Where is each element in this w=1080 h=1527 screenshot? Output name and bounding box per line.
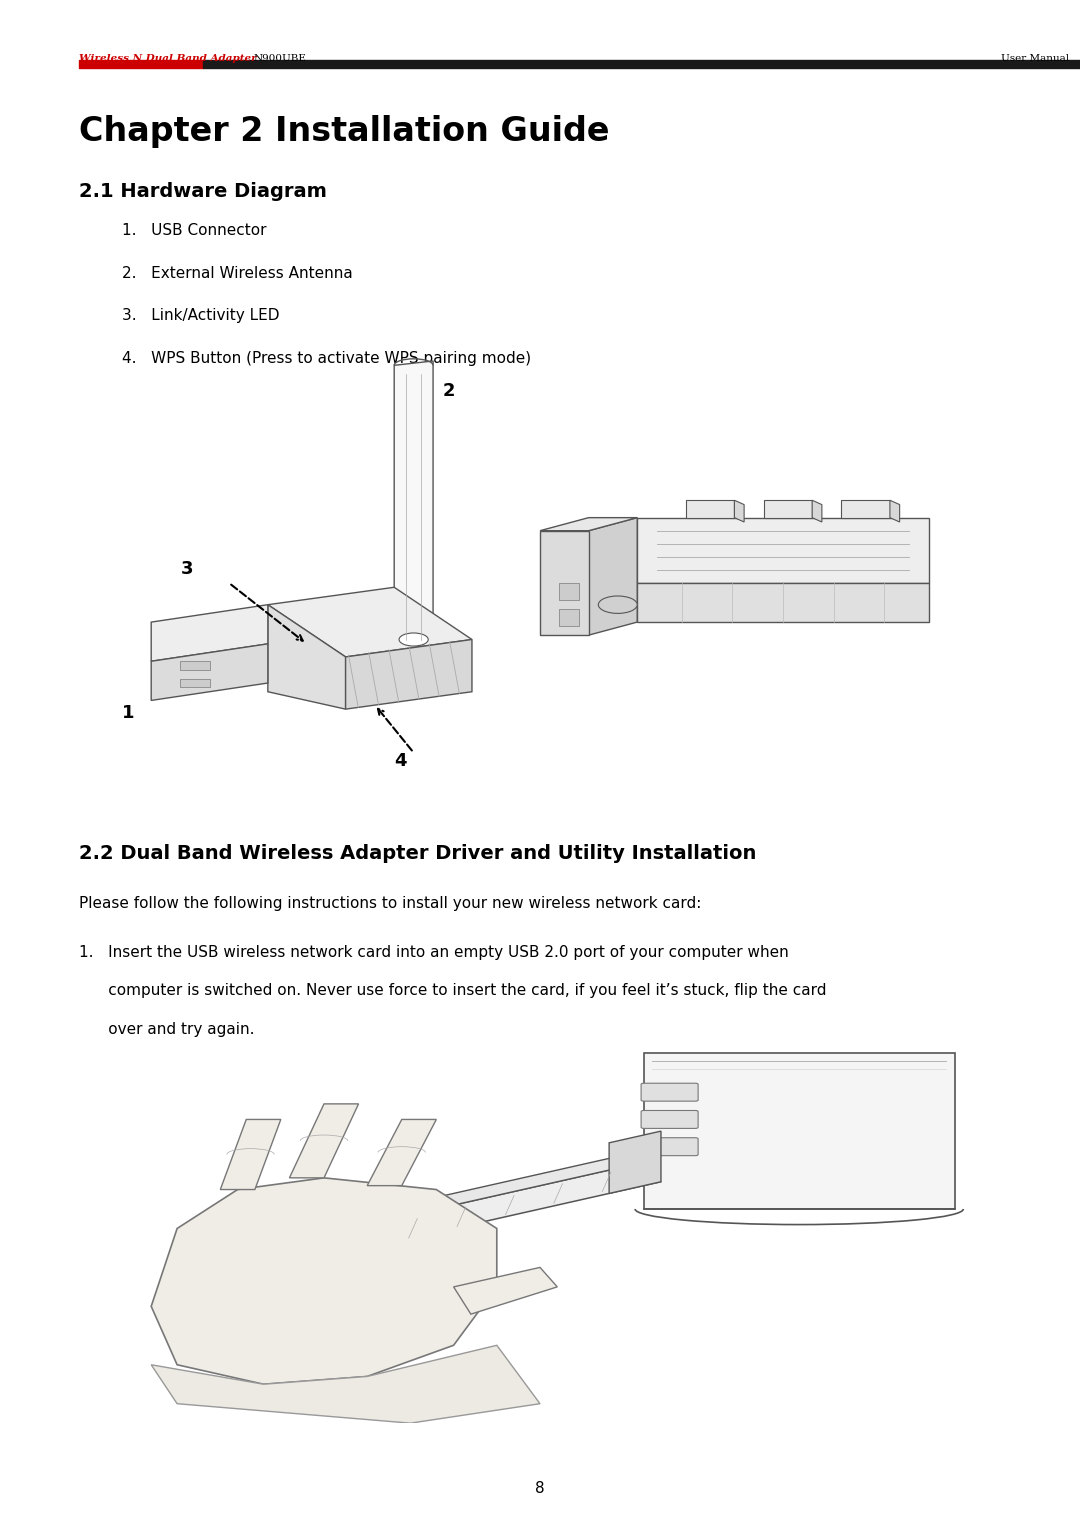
Bar [180,678,210,687]
Polygon shape [812,501,822,522]
Text: 1.   Insert the USB wireless network card into an empty USB 2.0 port of your com: 1. Insert the USB wireless network card … [79,945,788,960]
Text: User Manual: User Manual [1001,55,1069,63]
Polygon shape [151,1345,540,1423]
Text: 1.   USB Connector: 1. USB Connector [122,223,267,238]
Polygon shape [394,360,433,640]
Text: 2: 2 [443,382,456,400]
Bar [79,60,203,67]
Circle shape [598,596,637,614]
Polygon shape [686,501,734,518]
Polygon shape [220,1119,281,1190]
Polygon shape [454,1267,557,1315]
Polygon shape [268,588,472,657]
Polygon shape [289,1104,359,1177]
Text: over and try again.: over and try again. [79,1022,255,1037]
Text: Chapter 2 Installation Guide: Chapter 2 Installation Guide [79,115,609,148]
Bar [559,583,579,600]
Circle shape [400,634,428,646]
Polygon shape [540,531,589,635]
Text: 4.   WPS Button (Press to activate WPS pairing mode): 4. WPS Button (Press to activate WPS pai… [122,351,531,366]
Text: 3.   Link/Activity LED: 3. Link/Activity LED [122,308,280,324]
Text: 2.2 Dual Band Wireless Adapter Driver and Utility Installation: 2.2 Dual Band Wireless Adapter Driver an… [79,844,756,863]
Polygon shape [151,605,268,661]
FancyBboxPatch shape [642,1110,698,1128]
Text: computer is switched on. Never use force to insert the card, if you feel it’s st: computer is switched on. Never use force… [79,983,826,999]
Polygon shape [637,583,929,621]
Polygon shape [841,501,890,518]
Polygon shape [890,501,900,522]
Text: 2.   External Wireless Antenna: 2. External Wireless Antenna [122,266,353,281]
Polygon shape [151,1177,497,1383]
FancyBboxPatch shape [642,1138,698,1156]
Polygon shape [734,501,744,522]
Text: N900UBE: N900UBE [254,55,307,63]
Polygon shape [350,1151,644,1228]
Polygon shape [346,640,472,709]
Polygon shape [609,1132,661,1194]
Polygon shape [268,605,346,709]
Polygon shape [589,518,637,635]
Polygon shape [637,518,929,583]
Polygon shape [151,644,268,701]
Text: 4: 4 [394,751,407,770]
Text: 1: 1 [122,704,135,722]
Bar [203,60,1080,67]
Text: Please follow the following instructions to install your new wireless network ca: Please follow the following instructions… [79,896,701,912]
Polygon shape [367,1119,436,1185]
FancyBboxPatch shape [642,1083,698,1101]
Text: 3: 3 [180,560,193,579]
Text: Wireless N Dual Band Adapter: Wireless N Dual Band Adapter [79,55,256,63]
Polygon shape [644,1054,955,1209]
Text: 8: 8 [536,1481,544,1496]
Text: 2.1 Hardware Diagram: 2.1 Hardware Diagram [79,182,327,200]
Polygon shape [540,518,637,531]
Polygon shape [350,1162,661,1248]
Bar [180,661,210,670]
Bar [559,609,579,626]
Polygon shape [764,501,812,518]
